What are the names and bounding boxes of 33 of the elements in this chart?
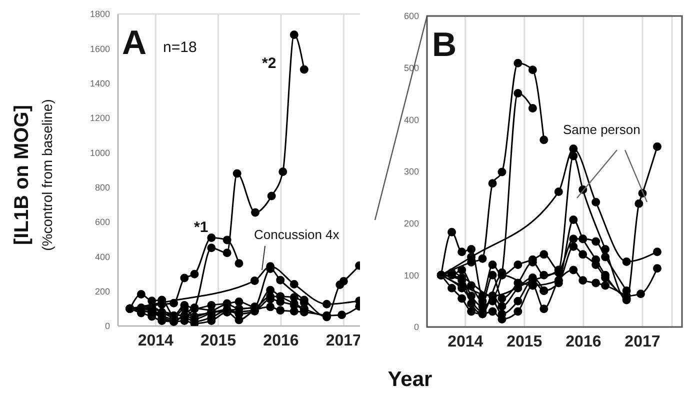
annotation: n=18 [163, 39, 197, 56]
x-tick-label: 2016 [263, 332, 299, 350]
y-tick-label: 1600 [90, 44, 110, 54]
annotation: A [122, 24, 147, 62]
x-tick-label: 2016 [566, 333, 602, 350]
y-tick-label: 1000 [90, 148, 110, 158]
x-tick-label: 2014 [448, 333, 484, 350]
y-tick-label: 1200 [90, 113, 110, 124]
x-tick-label: 2017 [326, 332, 362, 350]
x-tick-label: 2015 [200, 332, 236, 350]
y-tick-label: 1400 [90, 78, 110, 89]
y-tick-label: 200 [404, 218, 419, 229]
annotation: Same person [563, 122, 640, 137]
annotation: B [432, 26, 457, 64]
y-tick-label: 800 [94, 182, 110, 193]
x-tick-label: 2014 [138, 332, 174, 350]
annotation: *2 [262, 55, 276, 72]
y-tick-label: 400 [404, 114, 419, 125]
y-tick-label: 400 [94, 252, 110, 262]
x-tick-label: 2015 [506, 333, 542, 350]
y-tick-label: 1800 [90, 9, 110, 20]
y-tick-label: 600 [404, 11, 419, 22]
annotation: Concussion 4x [254, 227, 340, 242]
x-axis-title: Year [388, 368, 432, 391]
x-tick-label: 2017 [624, 333, 660, 350]
y-axis-title: [IL1B on MOG] (%control from baseline) [11, 99, 55, 251]
y-tick-label: 0 [414, 322, 419, 332]
y-tick-label: 100 [404, 270, 419, 280]
y-tick-label: 0 [104, 321, 110, 332]
annotation: *1 [194, 219, 208, 236]
y-tick-label: 300 [404, 166, 419, 177]
y-tick-label: 200 [94, 286, 110, 297]
y-tick-label: 600 [94, 217, 110, 228]
